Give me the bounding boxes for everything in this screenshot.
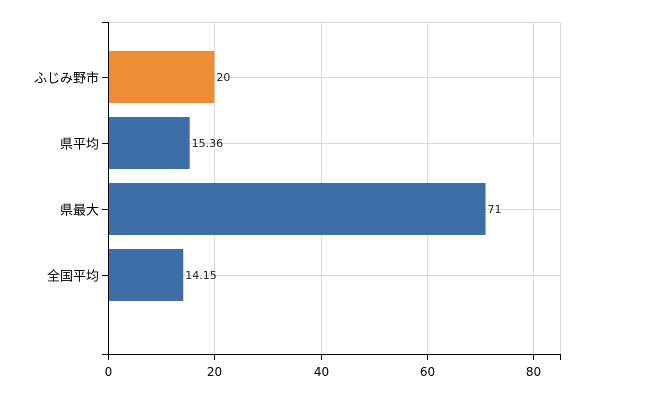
x-tick-label: 40 — [314, 365, 329, 379]
data-label: 20 — [216, 71, 230, 84]
category-label: 全国平均 — [47, 269, 99, 285]
category-label: 県平均 — [60, 138, 99, 153]
bar — [108, 249, 184, 301]
x-tick-label: 20 — [207, 365, 222, 379]
category-label: ふじみ野市 — [34, 71, 99, 87]
bar — [108, 51, 215, 103]
x-tick-label: 80 — [526, 365, 541, 379]
bar — [108, 117, 190, 169]
category-label: 県最大 — [60, 204, 99, 219]
x-tick-label: 0 — [105, 365, 113, 379]
data-label: 14.15 — [185, 269, 217, 282]
data-label: 15.36 — [192, 137, 224, 150]
x-tick-label: 60 — [420, 365, 435, 379]
data-label: 71 — [488, 203, 502, 216]
bar — [108, 183, 486, 235]
